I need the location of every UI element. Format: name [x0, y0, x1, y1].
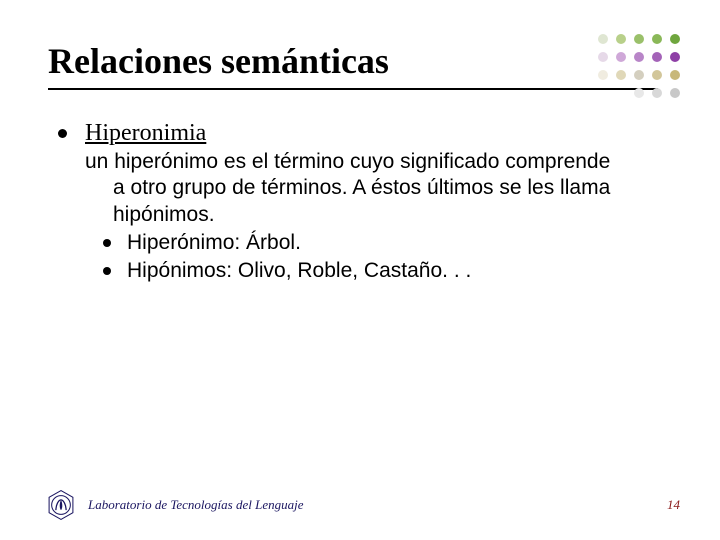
deco-dot [634, 70, 644, 80]
deco-dot [670, 70, 680, 80]
deco-dot [634, 34, 644, 44]
bullet-icon [58, 129, 67, 138]
deco-dot [616, 52, 626, 62]
deco-dot [598, 52, 608, 62]
deco-dot [652, 70, 662, 80]
slide-title: Relaciones semánticas [48, 40, 672, 82]
deco-dot [670, 34, 680, 44]
deco-dot [616, 70, 626, 80]
deco-dot [670, 88, 680, 98]
main-bullet-row: Hiperonimia [58, 120, 672, 147]
bullet-icon [103, 267, 111, 275]
para-line2: a otro grupo de términos. A éstos último… [85, 175, 672, 201]
decorative-dot-grid [586, 28, 696, 108]
footer-text: Laboratorio de Tecnologías del Lenguaje [88, 497, 303, 513]
sub-item: Hipónimos: Olivo, Roble, Castaño. . . [85, 258, 672, 284]
deco-dot [652, 52, 662, 62]
deco-dot [634, 52, 644, 62]
body-block: un hiperónimo es el término cuyo signifi… [85, 149, 672, 284]
logo-icon [44, 488, 78, 522]
deco-dot [598, 34, 608, 44]
slide: Relaciones semánticas Hiperonimia un hip… [0, 0, 720, 540]
deco-dot [670, 52, 680, 62]
deco-dot [652, 88, 662, 98]
subheading: Hiperonimia [85, 120, 206, 147]
deco-dot [634, 88, 644, 98]
para-line1: un hiperónimo es el término cuyo signifi… [85, 150, 610, 173]
para-line3: hipónimos. [85, 202, 672, 228]
sub-item: Hiperónimo: Árbol. [85, 230, 672, 256]
bullet-icon [103, 239, 111, 247]
title-underline [48, 88, 658, 90]
deco-dot [652, 34, 662, 44]
page-number: 14 [667, 497, 680, 513]
footer: Laboratorio de Tecnologías del Lenguaje … [0, 488, 720, 522]
deco-dot [598, 70, 608, 80]
deco-dot [616, 34, 626, 44]
sub-item-text: Hipónimos: Olivo, Roble, Castaño. . . [127, 258, 471, 284]
content-area: Hiperonimia un hiperónimo es el término … [48, 120, 672, 284]
sub-item-text: Hiperónimo: Árbol. [127, 230, 301, 256]
paragraph: un hiperónimo es el término cuyo signifi… [85, 149, 672, 228]
footer-left: Laboratorio de Tecnologías del Lenguaje [44, 488, 303, 522]
